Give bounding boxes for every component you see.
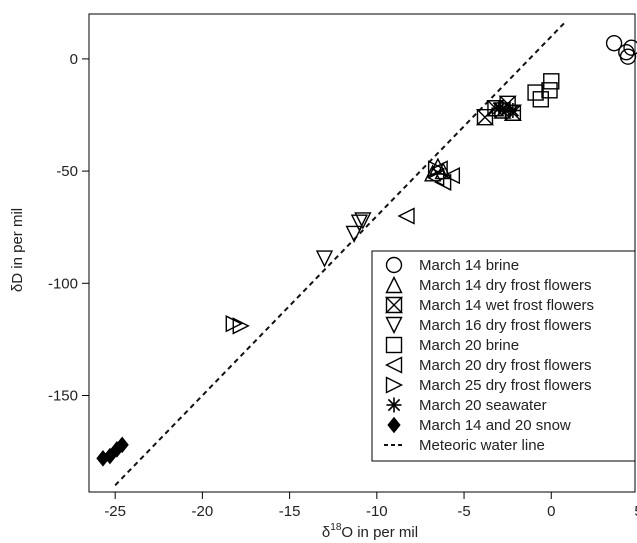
- data-point-square: [527, 84, 544, 101]
- legend-box: [371, 250, 636, 462]
- legend-label: March 14 brine: [419, 257, 519, 274]
- x-axis: -25 -20 -15 -10 -5 0 5: [104, 492, 637, 520]
- x-tick-label: -25: [104, 503, 126, 520]
- x-axis-label-superscript: 18: [330, 522, 342, 533]
- x-axis-label: δ18O in per mil: [322, 522, 418, 541]
- legend-marker-asterisk: [386, 397, 402, 413]
- legend-label: March 20 brine: [419, 337, 519, 354]
- data-point-square: [543, 73, 560, 90]
- x-tick-label: 0: [547, 503, 555, 520]
- legend-label: March 16 dry frost flowers: [419, 317, 592, 334]
- y-axis-label: δD in per mil: [9, 208, 26, 292]
- legend-marker-square: [385, 336, 403, 354]
- legend-label: March 14 dry frost flowers: [419, 277, 592, 294]
- data-point-triangle-left: [430, 160, 448, 178]
- data-point-square: [541, 82, 558, 99]
- y-axis: 0 -50 -100 -150: [48, 51, 89, 405]
- legend-label: Meteoric water line: [419, 437, 545, 454]
- y-tick-label: 0: [70, 51, 78, 68]
- legend-label: March 14 wet frost flowers: [419, 297, 594, 314]
- x-tick-label: -15: [279, 503, 301, 520]
- data-point-triangle-down: [315, 250, 334, 268]
- legend-marker-hourglass: [384, 296, 404, 314]
- data-point-circle: [623, 39, 637, 56]
- data-point-square: [532, 91, 550, 108]
- legend-label: March 14 and 20 snow: [419, 417, 571, 434]
- data-point-asterisk: [505, 102, 521, 118]
- legend-label: March 25 dry frost flowers: [419, 377, 592, 394]
- legend-marker-triangle-up: [385, 275, 403, 294]
- data-point-triangle-left: [397, 207, 415, 225]
- data-point-triangle-right: [232, 317, 250, 335]
- y-tick-label: -150: [48, 388, 78, 405]
- y-tick-label: -50: [56, 163, 78, 180]
- legend-marker-triangle-down: [385, 316, 403, 335]
- data-point-triangle-left: [442, 166, 461, 185]
- legend: March 14 brine March 14 dry frost flowers…: [371, 250, 636, 462]
- legend-marker-triangle-right: [385, 376, 404, 394]
- data-point-triangle-down: [350, 214, 369, 232]
- y-tick-label: -100: [48, 275, 78, 292]
- legend-marker-diamond-filled: [387, 416, 401, 434]
- x-tick-label: -5: [457, 503, 470, 520]
- data-point-circle: [619, 48, 637, 65]
- data-point-diamond-filled: [115, 436, 129, 454]
- x-tick-label: -20: [192, 503, 214, 520]
- data-points-layer: [96, 34, 637, 467]
- x-tick-label: 5: [634, 503, 637, 520]
- data-point-hourglass: [475, 109, 495, 126]
- data-point-triangle-down: [354, 212, 372, 230]
- legend-label: March 20 dry frost flowers: [419, 357, 592, 374]
- data-point-triangle-left: [434, 173, 452, 191]
- x-tick-label: -10: [366, 503, 388, 520]
- data-point-triangle-right: [427, 160, 446, 178]
- legend-label: March 20 seawater: [419, 397, 547, 414]
- legend-marker-triangle-left: [384, 356, 403, 374]
- legend-marker-circle: [385, 256, 403, 274]
- data-point-triangle-down: [345, 225, 363, 243]
- data-point-circle: [605, 34, 623, 52]
